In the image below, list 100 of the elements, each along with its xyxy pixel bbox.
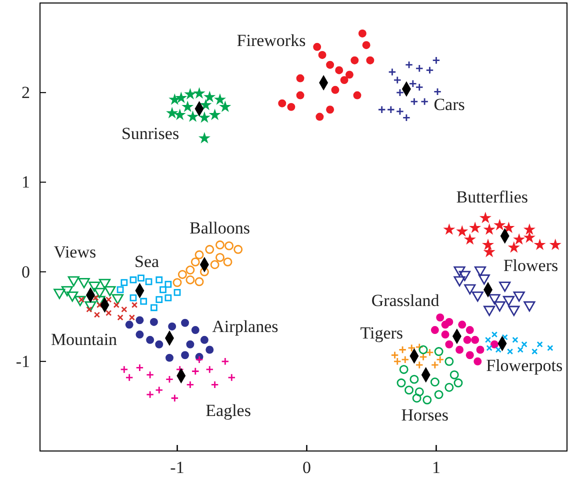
series-label: Tigers: [360, 323, 404, 342]
point: [430, 360, 439, 370]
point: [474, 266, 486, 277]
point: [96, 302, 103, 308]
point: [495, 346, 502, 353]
point: [131, 302, 138, 308]
series-label: Grassland: [371, 290, 440, 310]
point: [549, 238, 562, 250]
point: [194, 250, 204, 260]
point: [466, 326, 474, 334]
point: [547, 344, 554, 352]
point: [208, 108, 221, 120]
point: [396, 378, 406, 388]
point: [193, 87, 206, 99]
point: [532, 348, 538, 355]
x-tick-label: 0: [302, 458, 311, 478]
point: [464, 284, 476, 295]
point: [444, 356, 454, 366]
point: [150, 318, 158, 326]
point: [524, 301, 536, 312]
point: [484, 306, 496, 316]
point: [426, 66, 434, 74]
point: [399, 364, 408, 374]
point: [494, 218, 506, 230]
point: [186, 266, 195, 274]
point: [316, 112, 324, 121]
point: [146, 336, 154, 344]
point: [219, 100, 232, 112]
point: [200, 98, 212, 110]
point: [278, 99, 286, 108]
point: [412, 394, 422, 403]
series-label: Airplanes: [212, 316, 278, 336]
point: [456, 346, 464, 354]
point: [494, 301, 506, 312]
point: [130, 276, 137, 284]
point: [155, 386, 164, 394]
series-label: Flowerpots: [486, 356, 563, 375]
point: [112, 294, 124, 304]
y-tick-label: 2: [22, 83, 30, 102]
point: [221, 357, 230, 366]
point: [128, 314, 136, 321]
point: [420, 98, 429, 106]
point: [168, 322, 176, 330]
point: [181, 351, 190, 360]
series-label: Views: [54, 242, 96, 262]
point: [464, 233, 476, 245]
point: [410, 98, 418, 106]
point: [175, 92, 188, 104]
series-label: Mountain: [50, 330, 118, 349]
point: [113, 302, 120, 308]
point: [484, 336, 492, 343]
point: [170, 394, 179, 402]
point: [414, 387, 424, 396]
point: [54, 288, 66, 299]
point: [454, 266, 466, 277]
point: [140, 298, 148, 305]
point: [164, 294, 172, 302]
point: [396, 107, 404, 116]
point: [469, 222, 482, 234]
point: [117, 314, 124, 321]
series-label: Horses: [401, 406, 448, 425]
point: [350, 56, 359, 64]
series-label: Sea: [134, 252, 160, 272]
point: [200, 267, 209, 276]
point: [156, 276, 163, 284]
point: [166, 106, 178, 118]
point: [534, 238, 546, 250]
point: [517, 346, 524, 353]
point: [422, 395, 432, 404]
point: [472, 291, 484, 302]
series-label: Butterflies: [456, 188, 528, 207]
point: [182, 100, 194, 112]
point: [184, 88, 196, 100]
point: [181, 318, 190, 327]
point: [426, 348, 434, 356]
point: [476, 346, 484, 354]
point: [479, 212, 492, 224]
point: [174, 108, 186, 120]
point: [146, 370, 154, 379]
point: [488, 294, 500, 304]
x-tick-label: -1: [170, 458, 184, 478]
point: [432, 56, 440, 64]
point: [362, 41, 370, 50]
point: [454, 276, 466, 286]
point: [106, 296, 112, 303]
point: [92, 294, 99, 301]
point: [204, 90, 216, 102]
point: [198, 132, 210, 144]
x-tick-label: 1: [432, 458, 440, 478]
point: [120, 279, 128, 286]
point: [454, 378, 463, 388]
point: [94, 312, 100, 318]
point: [216, 252, 224, 262]
point: [415, 343, 424, 352]
point: [450, 370, 459, 380]
point: [456, 225, 468, 237]
point: [165, 354, 174, 362]
point: [214, 93, 226, 105]
point: [398, 346, 407, 354]
point: [206, 365, 214, 374]
